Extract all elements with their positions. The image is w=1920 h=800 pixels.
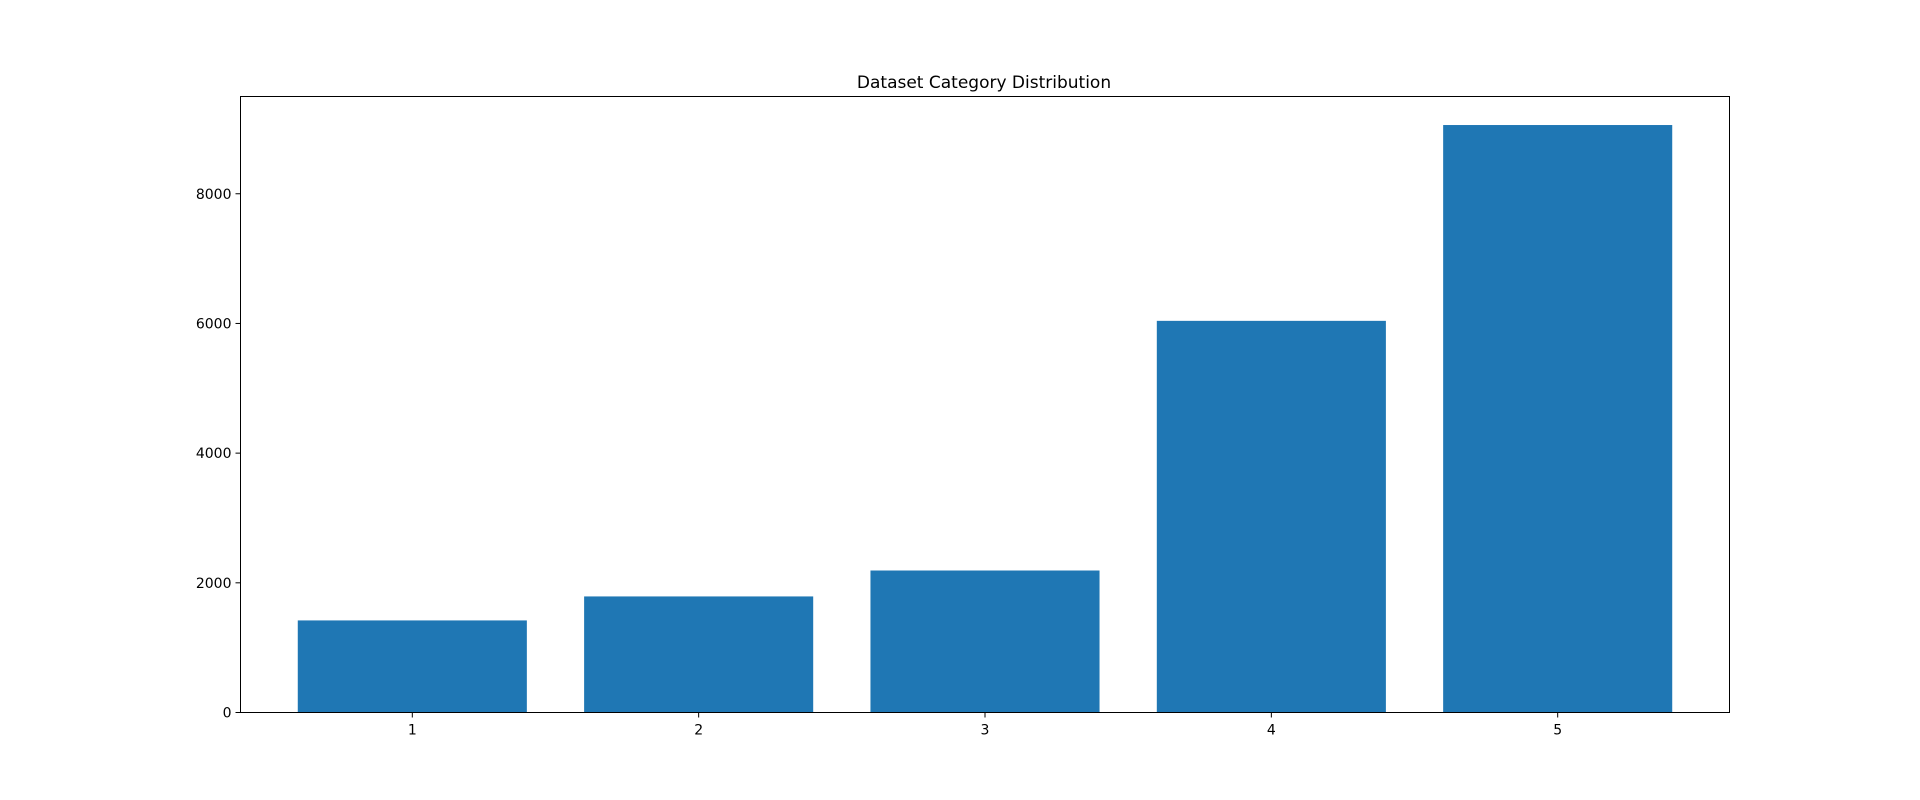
y-tick-label: 0 (223, 706, 232, 722)
bar-category-5 (1443, 125, 1673, 713)
y-tick-label: 4000 (196, 446, 232, 462)
x-tick-label: 4 (1267, 723, 1276, 739)
y-tick-label: 6000 (196, 316, 232, 332)
x-tick-label: 3 (981, 723, 990, 739)
bar-category-3 (870, 570, 1100, 713)
y-tick-label: 2000 (196, 576, 232, 592)
chart-title: Dataset Category Distribution (857, 73, 1111, 93)
x-tick-label: 2 (694, 723, 703, 739)
bar-category-4 (1156, 320, 1386, 713)
bar-category-2 (584, 596, 814, 713)
plot-frame (240, 96, 1730, 713)
x-axis: 1 2 3 4 5 (408, 712, 1562, 739)
x-tick-label: 5 (1553, 723, 1562, 739)
y-axis: 0 2000 4000 6000 8000 (196, 187, 241, 722)
x-tick-label: 1 (408, 723, 417, 739)
bars-group (297, 125, 1673, 713)
y-tick-label: 8000 (196, 187, 232, 203)
bar-category-1 (297, 620, 527, 713)
